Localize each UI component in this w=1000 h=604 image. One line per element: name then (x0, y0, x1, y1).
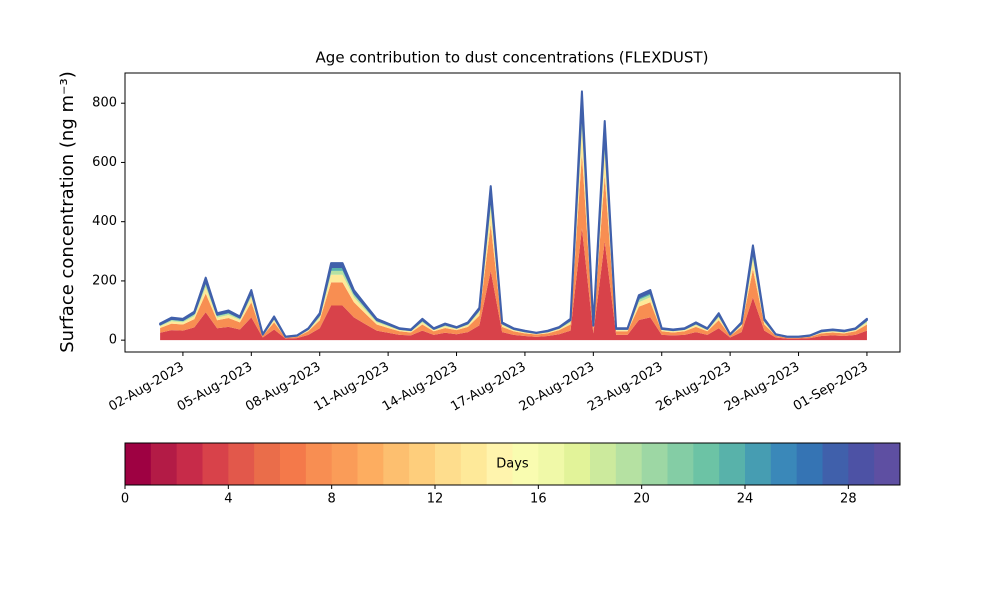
colorbar-swatch (590, 443, 617, 485)
colorbar-swatch (280, 443, 307, 485)
chart-title: Age contribution to dust concentrations … (316, 49, 709, 67)
colorbar-swatch (512, 443, 539, 485)
area (160, 116, 867, 338)
colorbar-swatch (331, 443, 358, 485)
x-tick-label: 02-Aug-2023 (106, 360, 186, 415)
y-tick-label: 200 (92, 273, 117, 288)
area (160, 153, 867, 339)
colorbar-swatch (460, 443, 488, 485)
colorbar-tick-label: 20 (633, 492, 650, 507)
colorbar-swatch (745, 443, 772, 485)
x-tick-label: 14-Aug-2023 (380, 360, 460, 415)
colorbar-swatch (641, 443, 668, 485)
colorbar-swatch (150, 443, 178, 485)
y-tick-label: 0 (109, 333, 117, 348)
colorbar-swatch (254, 443, 281, 485)
colorbar-frame (124, 442, 901, 486)
y-axis-label: Surface concentration (ng m⁻³) (57, 71, 78, 353)
colorbar-swatch (693, 443, 720, 485)
colorbar-swatch (383, 443, 410, 485)
colorbar-swatch (486, 443, 513, 485)
colorbar-tick-label: 28 (840, 492, 857, 507)
colorbar-swatch (770, 443, 798, 485)
colorbar-tick-label: 8 (328, 492, 336, 507)
colorbar-swatch (176, 443, 203, 485)
colorbar-swatch (564, 443, 591, 485)
colorbar-swatch (874, 443, 901, 485)
colorbar-tick-label: 4 (224, 492, 232, 507)
colorbar-tick-label: 12 (427, 492, 444, 507)
y-tick-label: 600 (92, 155, 117, 170)
colorbar-swatch (409, 443, 436, 485)
colorbar-swatch (615, 443, 643, 485)
colorbar-tick-label: 0 (121, 492, 129, 507)
colorbar-tick-label: 16 (530, 492, 547, 507)
colorbar-swatch (538, 443, 565, 485)
area (159, 90, 868, 338)
colorbar-swatch (202, 443, 229, 485)
x-tick-label: 29-Aug-2023 (722, 360, 802, 415)
x-tick-label: 17-Aug-2023 (448, 360, 528, 415)
area (160, 228, 867, 341)
y-tick-label: 400 (92, 214, 117, 229)
x-tick-label: 23-Aug-2023 (585, 360, 665, 415)
x-tick-label: 20-Aug-2023 (517, 360, 597, 415)
colorbar-swatch (228, 443, 255, 485)
colorbar-swatch (357, 443, 384, 485)
colorbar-swatch (305, 443, 333, 485)
colorbar-swatch (822, 443, 849, 485)
x-tick-label: 08-Aug-2023 (243, 360, 323, 415)
x-tick-label: 11-Aug-2023 (312, 360, 392, 415)
colorbar-swatch (667, 443, 694, 485)
colorbar-swatch (848, 443, 875, 485)
x-tick-label: 26-Aug-2023 (654, 360, 734, 415)
plot-frame (124, 72, 901, 353)
x-tick-label: 01-Sep-2023 (791, 360, 871, 415)
colorbar-tick-label: 24 (737, 492, 754, 507)
area (160, 128, 867, 338)
colorbar-swatch (435, 443, 462, 485)
colorbar-swatch (125, 443, 152, 485)
y-tick-label: 800 (92, 96, 117, 111)
colorbar-label: Days (496, 457, 529, 472)
colorbar-swatch (719, 443, 746, 485)
x-tick-label: 05-Aug-2023 (175, 360, 255, 415)
colorbar-swatch (796, 443, 823, 485)
